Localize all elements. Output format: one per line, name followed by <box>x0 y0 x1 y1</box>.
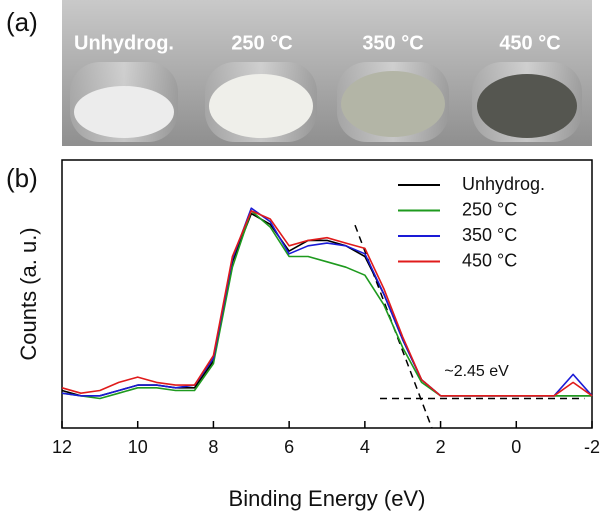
x-tick-label: 6 <box>284 437 294 457</box>
x-tick-label: 4 <box>360 437 370 457</box>
figure: (a) Unhydrog. 250 °C 350 °C 450 °C (b) C… <box>0 0 601 517</box>
legend-label: 450 °C <box>462 250 517 270</box>
x-tick-label: 0 <box>511 437 521 457</box>
x-axis-title: Binding Energy (eV) <box>229 486 426 511</box>
vial-label: 250 °C <box>231 32 292 54</box>
x-tick-label: 2 <box>436 437 446 457</box>
x-tick-label: 8 <box>208 437 218 457</box>
vial-label: 450 °C <box>499 32 560 54</box>
page: {"panels": {"a": "(a)", "b": "(b)"}, "ph… <box>0 0 601 517</box>
x-tick-label: 12 <box>52 437 72 457</box>
panel-label: (a) <box>6 7 38 37</box>
legend-label: 350 °C <box>462 225 517 245</box>
legend-label: Unhydrog. <box>462 174 545 194</box>
panel-label: (b) <box>6 163 38 193</box>
x-tick-label: 10 <box>128 437 148 457</box>
legend-label: 250 °C <box>462 199 517 219</box>
y-axis-title: Counts (a. u.) <box>16 227 41 360</box>
annotation: ~2.45 eV <box>444 363 509 380</box>
x-tick-label: -2 <box>584 437 600 457</box>
vial-label: Unhydrog. <box>74 32 174 54</box>
vial-label: 350 °C <box>362 32 423 54</box>
